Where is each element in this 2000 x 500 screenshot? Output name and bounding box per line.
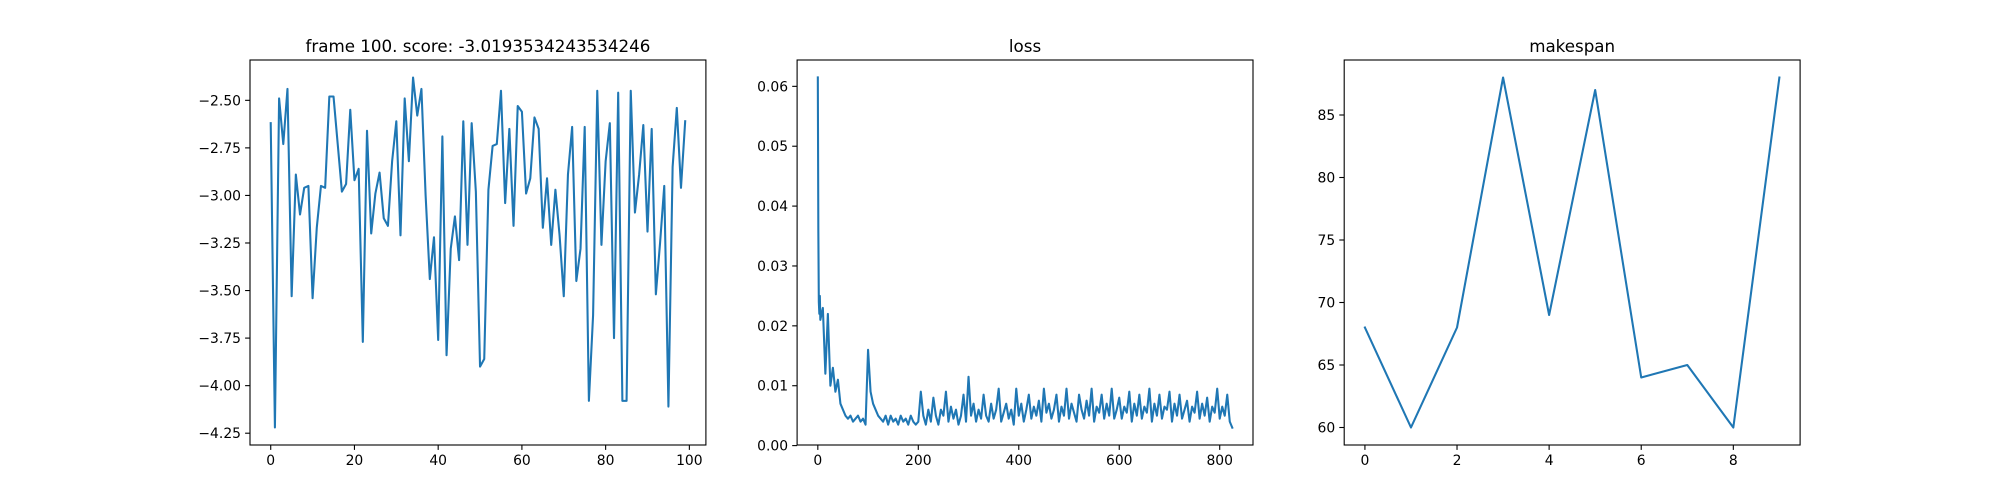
y-tick-label: 65 [1318, 358, 1336, 374]
chart-title: makespan [1529, 36, 1615, 56]
y-tick-label: 0.02 [757, 319, 788, 335]
x-tick-label: 2 [1453, 453, 1462, 469]
y-tick-label: −2.75 [198, 141, 241, 157]
x-tick-label: 4 [1545, 453, 1554, 469]
y-tick-label: −4.25 [198, 426, 241, 442]
y-tick-label: −3.50 [198, 284, 241, 300]
x-tick-label: 600 [1106, 453, 1133, 469]
x-tick-label: 0 [1361, 453, 1370, 469]
chart-title: loss [1009, 36, 1041, 56]
y-tick-label: 70 [1318, 296, 1336, 312]
x-tick-label: 40 [429, 453, 447, 469]
x-tick-label: 0 [813, 453, 822, 469]
y-tick-label: −4.00 [198, 379, 241, 395]
data-line [1363, 76, 1781, 429]
y-tick-label: 0.05 [757, 139, 788, 155]
y-tick-label: 0.01 [757, 379, 788, 395]
data-line [269, 76, 687, 429]
axes-frame [249, 59, 707, 446]
y-tick-label: 0.00 [757, 439, 788, 455]
y-tick-label: 0.03 [757, 259, 788, 275]
x-tick-label: 60 [513, 453, 531, 469]
y-tick-label: 80 [1318, 171, 1336, 187]
chart-title: frame 100. score: -3.0193534243534246 [306, 36, 651, 56]
y-tick-label: −3.00 [198, 188, 241, 204]
y-tick-label: 60 [1318, 421, 1336, 437]
data-line [816, 76, 1234, 430]
x-tick-label: 200 [905, 453, 932, 469]
y-tick-label: 0.06 [757, 79, 788, 95]
y-tick-label: 0.04 [757, 199, 788, 215]
x-tick-label: 100 [676, 453, 703, 469]
x-tick-label: 6 [1637, 453, 1646, 469]
x-tick-label: 0 [266, 453, 275, 469]
y-tick-label: −3.25 [198, 236, 241, 252]
x-tick-label: 20 [346, 453, 364, 469]
x-tick-label: 800 [1206, 453, 1233, 469]
y-tick-label: 85 [1318, 108, 1336, 124]
axes-frame [796, 59, 1254, 446]
x-tick-label: 400 [1006, 453, 1033, 469]
x-tick-label: 80 [597, 453, 615, 469]
y-tick-label: −3.75 [198, 331, 241, 347]
x-tick-label: 8 [1729, 453, 1738, 469]
y-tick-label: 75 [1318, 233, 1336, 249]
axes-frame [1343, 59, 1801, 446]
y-tick-label: −2.50 [198, 93, 241, 109]
